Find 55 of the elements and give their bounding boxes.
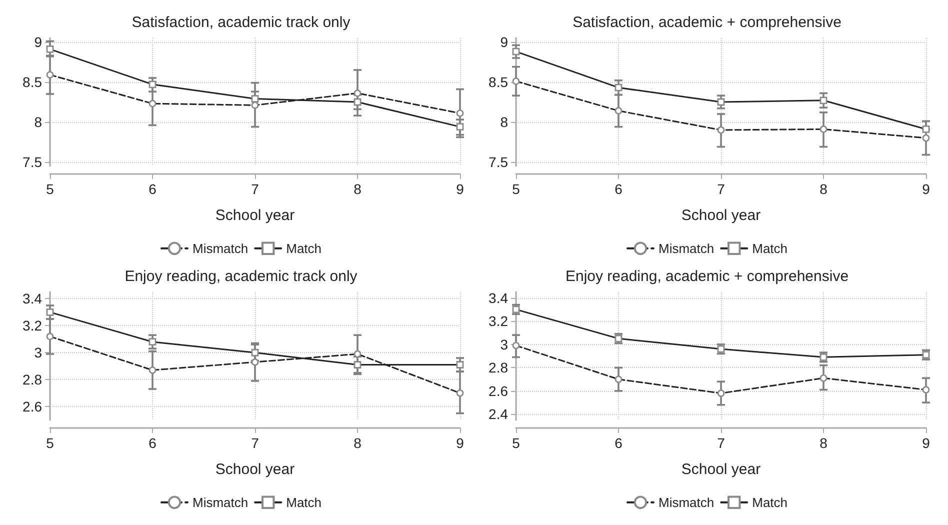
chart-title: Satisfaction, academic track only bbox=[132, 14, 351, 31]
x-tick-label: 5 bbox=[512, 435, 520, 451]
y-tick-label: 2.8 bbox=[22, 372, 42, 388]
y-tick-label: 2.4 bbox=[488, 406, 508, 422]
y-tick-label: 3.4 bbox=[488, 290, 508, 306]
x-tick-label: 8 bbox=[820, 181, 828, 197]
legend-label: Mismatch bbox=[658, 494, 714, 510]
y-tick-label: 8.5 bbox=[22, 74, 42, 90]
y-tick-label: 3 bbox=[500, 336, 508, 352]
x-tick-label: 7 bbox=[717, 181, 726, 197]
x-tick-label: 5 bbox=[46, 435, 54, 451]
x-tick-label: 5 bbox=[512, 181, 520, 197]
y-tick-label: 3.2 bbox=[22, 318, 42, 334]
y-tick-label: 3 bbox=[34, 344, 42, 361]
legend-label: Match bbox=[752, 494, 788, 510]
x-tick-label: 9 bbox=[922, 435, 930, 451]
chart-title: Enjoy reading, academic track only bbox=[124, 268, 358, 285]
y-tick-label: 8 bbox=[500, 114, 508, 130]
x-axis-title: School year bbox=[215, 207, 295, 224]
y-tick-label: 2.6 bbox=[488, 382, 508, 399]
legend-label: Mismatch bbox=[658, 240, 714, 256]
y-tick-label: 8 bbox=[34, 114, 42, 130]
x-tick-label: 8 bbox=[354, 181, 362, 197]
legend-label: Match bbox=[752, 240, 788, 256]
y-tick-label: 2.6 bbox=[22, 398, 42, 415]
x-axis-title: School year bbox=[681, 207, 761, 224]
y-tick-label: 3.4 bbox=[22, 290, 42, 307]
x-tick-label: 5 bbox=[46, 181, 54, 197]
y-tick-label: 9 bbox=[34, 34, 42, 50]
x-tick-label: 6 bbox=[148, 435, 157, 451]
y-tick-label: 7.5 bbox=[22, 154, 42, 170]
x-tick-label: 7 bbox=[251, 181, 260, 197]
y-tick-label: 7.5 bbox=[488, 154, 508, 170]
y-tick-label: 8.5 bbox=[488, 74, 508, 90]
chart-title: Satisfaction, academic + comprehensive bbox=[572, 14, 842, 31]
x-tick-label: 6 bbox=[614, 181, 623, 197]
x-tick-label: 6 bbox=[148, 181, 157, 197]
x-tick-label: 8 bbox=[354, 435, 362, 451]
legend-label: Match bbox=[286, 494, 322, 510]
chart-title: Enjoy reading, academic + comprehensive bbox=[565, 268, 849, 285]
x-tick-label: 6 bbox=[614, 435, 623, 451]
y-tick-label: 2.8 bbox=[488, 360, 508, 376]
y-tick-label: 3.2 bbox=[488, 313, 508, 330]
legend-label: Mismatch bbox=[192, 494, 248, 510]
x-tick-label: 7 bbox=[251, 435, 260, 451]
x-tick-label: 7 bbox=[717, 435, 726, 451]
x-tick-label: 9 bbox=[922, 181, 930, 197]
x-tick-label: 8 bbox=[820, 435, 828, 451]
x-axis-title: School year bbox=[215, 461, 295, 478]
y-tick-label: 9 bbox=[500, 34, 508, 50]
legend-label: Match bbox=[286, 240, 322, 256]
legend-label: Mismatch bbox=[192, 240, 248, 256]
x-axis-title: School year bbox=[681, 461, 761, 478]
x-tick-label: 9 bbox=[456, 181, 464, 197]
x-tick-label: 9 bbox=[456, 435, 464, 451]
